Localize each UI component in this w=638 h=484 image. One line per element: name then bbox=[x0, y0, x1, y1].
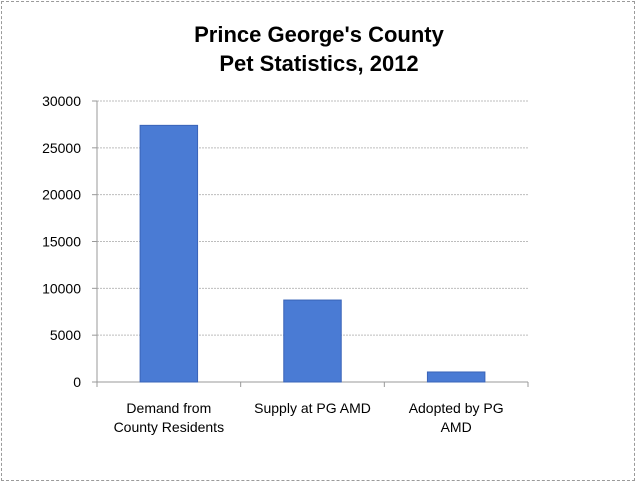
x-category-label: Demand from bbox=[126, 400, 211, 416]
x-category-label: AMD bbox=[441, 419, 472, 435]
y-tick-label: 0 bbox=[73, 374, 81, 390]
y-tick-label: 20000 bbox=[42, 187, 81, 203]
bar bbox=[426, 371, 486, 383]
y-tick-label: 25000 bbox=[42, 140, 81, 156]
bar bbox=[283, 299, 342, 383]
y-tick-label: 10000 bbox=[42, 280, 81, 296]
x-category-label: Adopted by PG bbox=[409, 400, 504, 416]
y-tick-label: 30000 bbox=[42, 93, 81, 109]
x-category-label: Supply at PG AMD bbox=[254, 400, 371, 416]
chart-title: Prince George's County Pet Statistics, 2… bbox=[0, 20, 638, 78]
y-tick-label: 15000 bbox=[42, 234, 81, 250]
chart-title-line-1: Prince George's County bbox=[194, 22, 444, 47]
bar bbox=[139, 124, 199, 383]
y-tick-label: 5000 bbox=[50, 327, 81, 343]
x-category-label: County Residents bbox=[114, 419, 225, 435]
chart-title-line-2: Pet Statistics, 2012 bbox=[219, 51, 419, 76]
